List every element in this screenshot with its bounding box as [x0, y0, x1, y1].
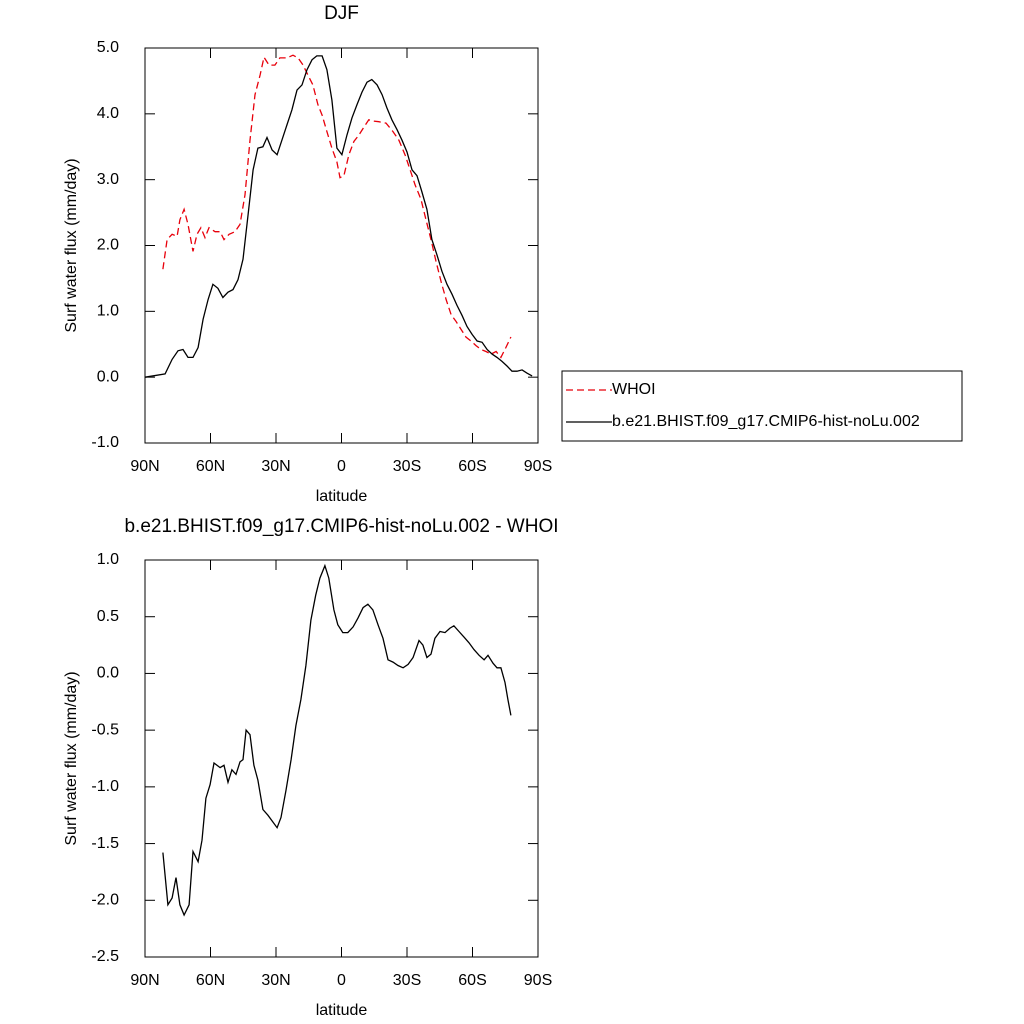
x-axis-label: latitude: [316, 488, 368, 505]
y-axis-label: Surf water flux (mm/day): [63, 158, 80, 332]
x-tick-label: 30N: [261, 458, 290, 475]
y-axis-label: Surf water flux (mm/day): [63, 671, 80, 845]
x-tick-label: 60S: [458, 972, 486, 989]
data-line: [144, 55, 533, 378]
y-tick-label: 0.5: [97, 608, 119, 625]
x-axis-label: latitude: [316, 1002, 368, 1019]
x-tick-label: 30S: [393, 458, 421, 475]
y-tick-label: 4.0: [97, 105, 119, 122]
data-line: [162, 54, 512, 359]
y-tick-label: 5.0: [97, 39, 119, 56]
plot-frame: [144, 47, 539, 444]
x-tick-label: 0: [337, 972, 346, 989]
x-tick-label: 60S: [458, 458, 486, 475]
chart-title: DJF: [324, 3, 359, 24]
legend-box: [561, 370, 963, 442]
y-tick-label: 0.0: [97, 665, 119, 682]
x-tick-label: 30N: [261, 972, 290, 989]
data-line: [162, 563, 512, 917]
x-tick-label: 90N: [130, 972, 159, 989]
x-tick-label: 90S: [524, 458, 552, 475]
y-tick-label: 2.0: [97, 237, 119, 254]
y-tick-label: -1.0: [91, 778, 119, 795]
x-tick-label: 90S: [524, 972, 552, 989]
x-tick-label: 60N: [196, 458, 225, 475]
y-tick-label: 1.0: [97, 551, 119, 568]
y-tick-label: 0.0: [97, 368, 119, 385]
legend-label: b.e21.BHIST.f09_g17.CMIP6-hist-noLu.002: [612, 413, 920, 430]
x-tick-label: 60N: [196, 972, 225, 989]
y-tick-label: -1.5: [91, 835, 119, 852]
x-tick-label: 90N: [130, 458, 159, 475]
x-tick-label: 0: [337, 458, 346, 475]
x-tick-label: 30S: [393, 972, 421, 989]
chart-title: b.e21.BHIST.f09_g17.CMIP6-hist-noLu.002 …: [124, 516, 558, 537]
y-tick-label: -2.0: [91, 892, 119, 909]
y-tick-label: -0.5: [91, 721, 119, 738]
y-tick-label: 3.0: [97, 171, 119, 188]
y-tick-label: -1.0: [91, 434, 119, 451]
legend-label: WHOI: [612, 381, 656, 398]
plot-frame: [144, 559, 539, 958]
y-tick-label: 1.0: [97, 303, 119, 320]
y-tick-label: -2.5: [91, 948, 119, 965]
